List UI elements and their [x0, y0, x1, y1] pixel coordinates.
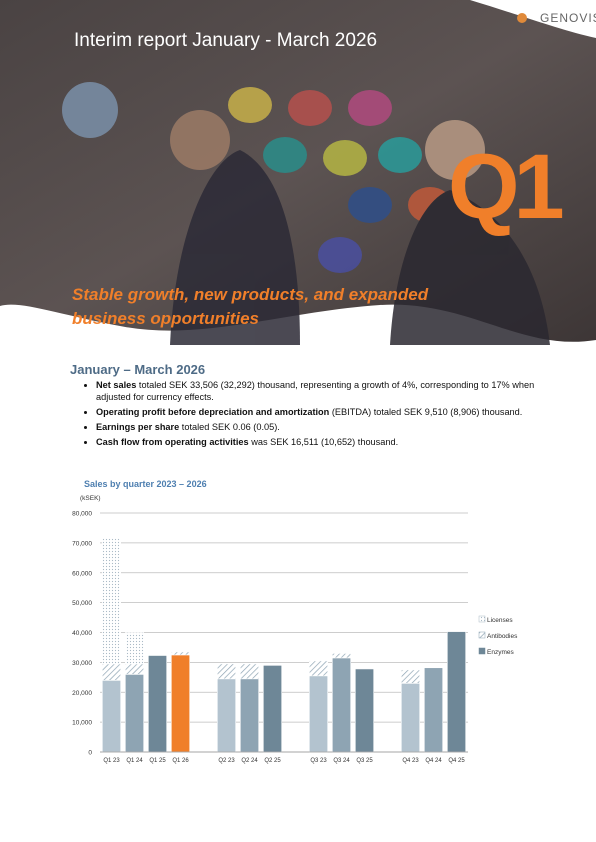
- x-tick-label: Q3 23: [310, 758, 327, 764]
- legend-swatch: [478, 615, 486, 623]
- hero: GENOVIS Q1: [0, 0, 596, 345]
- x-tick-label: Q1 23: [103, 758, 120, 764]
- y-tick-label: 50,000: [72, 600, 92, 607]
- bar-segment: [102, 538, 122, 665]
- bar-segment: [400, 682, 420, 753]
- bar-segment: [125, 674, 145, 753]
- x-tick-label: Q2 25: [264, 758, 281, 764]
- bullet: Cash flow from operating activities was …: [96, 436, 566, 448]
- bullet: Operating profit before depreciation and…: [96, 406, 566, 418]
- bullet-lead: Operating profit before depreciation and…: [96, 407, 330, 417]
- logo-icon: [517, 13, 527, 23]
- bar-segment: [240, 663, 260, 680]
- bullet-lead: Earnings per share: [96, 422, 180, 432]
- bar-segment: [308, 660, 328, 677]
- y-tick-label: 70,000: [72, 540, 92, 547]
- x-tick-label: Q4 23: [402, 758, 419, 764]
- x-tick-label: Q2 24: [241, 758, 258, 764]
- y-tick-label: 30,000: [72, 660, 92, 667]
- report-title: Interim report January - March 2026: [74, 30, 378, 51]
- bar-segment: [240, 678, 260, 753]
- bar-segment: [400, 669, 420, 684]
- y-tick-label: 40,000: [72, 630, 92, 637]
- bar-segment: [217, 663, 237, 680]
- q-badge: Q1: [448, 136, 563, 238]
- y-tick-label: 10,000: [72, 720, 92, 727]
- x-tick-label: Q4 25: [448, 758, 465, 764]
- legend-label: Licenses: [487, 617, 513, 624]
- bullet-text: was SEK 16,511 (10,652) thousand.: [248, 437, 399, 447]
- bar-segment: [125, 632, 145, 665]
- bar-segment: [102, 663, 122, 681]
- bar-segment: [171, 651, 191, 656]
- y-axis-label: (kSEK): [80, 495, 101, 502]
- x-tick-label: Q1 24: [126, 758, 143, 764]
- y-tick-label: 60,000: [72, 570, 92, 577]
- logo: GENOVIS: [540, 11, 596, 25]
- y-tick-label: 80,000: [72, 511, 92, 518]
- bar-segment: [102, 680, 122, 753]
- bullet-list: Net sales totaled SEK 33,506 (32,292) th…: [70, 379, 566, 451]
- y-tick-label: 20,000: [72, 690, 92, 697]
- bar-segment: [125, 663, 145, 675]
- bullet: Net sales totaled SEK 33,506 (32,292) th…: [96, 379, 566, 403]
- legend-swatch: [478, 647, 486, 655]
- bullet-lead: Cash flow from operating activities: [96, 437, 249, 447]
- bar-segment: [148, 655, 168, 753]
- bar-segment: [331, 653, 351, 659]
- section-heading: January – March 2026: [70, 362, 206, 377]
- bar-segment: [423, 667, 443, 753]
- bullet-lead: Net sales: [96, 380, 137, 390]
- bar-segment: [354, 668, 374, 753]
- bar-segment: [446, 631, 466, 753]
- bullet-text: totaled SEK 0.06 (0.05).: [179, 422, 280, 432]
- legend-swatch: [478, 631, 486, 639]
- x-tick-label: Q3 25: [356, 758, 373, 764]
- tagline: Stable growth, new products, and expande…: [72, 285, 429, 328]
- y-tick-label: 0: [88, 750, 92, 757]
- bar-segment: [262, 665, 282, 753]
- chart-title: Sales by quarter 2023 – 2026: [84, 479, 207, 489]
- x-tick-label: Q1 26: [172, 758, 189, 764]
- x-tick-label: Q3 24: [333, 758, 350, 764]
- x-tick-label: Q1 25: [149, 758, 166, 764]
- decor-dots: [62, 82, 550, 345]
- bar-segment: [171, 654, 191, 753]
- x-tick-label: Q4 24: [425, 758, 442, 764]
- bullet: Earnings per share totaled SEK 0.06 (0.0…: [96, 421, 566, 433]
- bar-segment: [331, 657, 351, 753]
- x-tick-label: Q2 23: [218, 758, 235, 764]
- bullet-text: (EBITDA) totaled SEK 9,510 (8,906) thous…: [329, 407, 523, 417]
- chart: Sales by quarter 2023 – 2026 (kSEK) 0 10,…: [72, 479, 518, 764]
- bar-segment: [217, 678, 237, 753]
- bar-segment: [308, 675, 328, 753]
- legend-label: Antibodies: [487, 633, 518, 640]
- bullet-text: totaled SEK 33,506 (32,292) thousand, re…: [96, 380, 535, 402]
- legend-label: Enzymes: [487, 649, 514, 656]
